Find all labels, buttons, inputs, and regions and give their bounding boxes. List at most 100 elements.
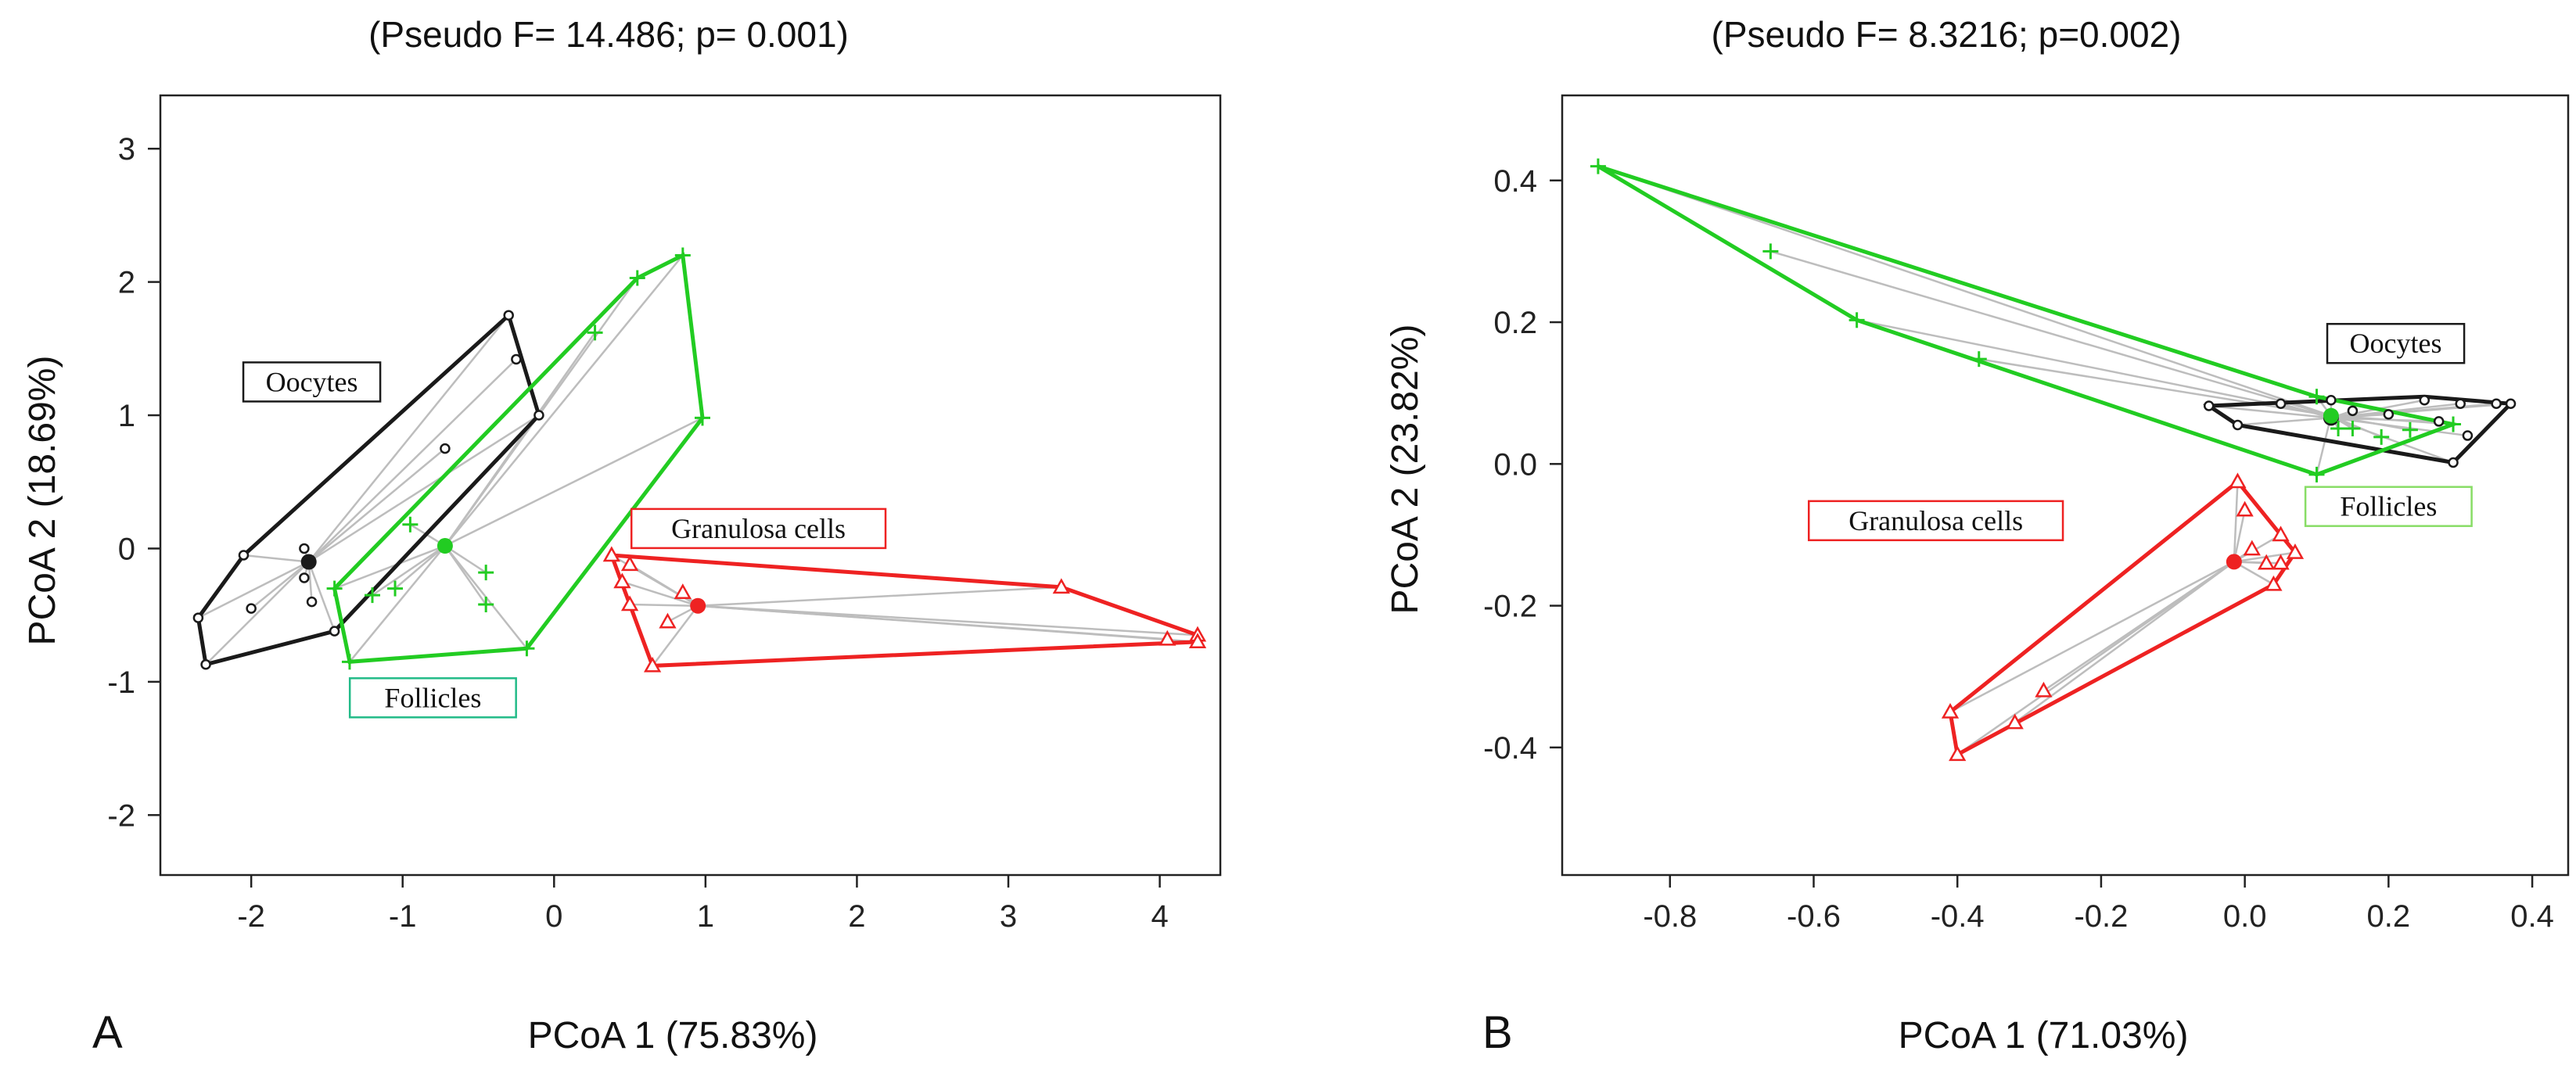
panel-b-point-granulosa-cells xyxy=(2035,681,2053,698)
panel-a-point-oocytes xyxy=(440,443,451,454)
panel-b-point-follicles xyxy=(1762,243,1779,260)
panel-a-marks: -2 -1 0 1 2 3 4 -2 -1 0 1 2 3 Oocytes Follicles Granulo… xyxy=(107,132,1207,934)
panel-a-point-follicles xyxy=(519,640,535,657)
panel-b-spider-line xyxy=(2330,414,2411,432)
panel-b-point-granulosa-cells xyxy=(2243,540,2261,556)
panel-b-point-granulosa-cells xyxy=(1941,702,1960,719)
panel-b-spider-line xyxy=(2330,417,2468,437)
panel-b-label: B xyxy=(1482,1007,1513,1058)
panel-a-spider-line xyxy=(348,545,446,663)
panel-b-spider-line xyxy=(2330,414,2454,425)
panel-a-spider-line xyxy=(334,544,446,590)
panel-a-title: (Pseudo F= 14.486; p= 0.001) xyxy=(368,14,849,55)
panel-a-spider-line xyxy=(307,314,510,563)
panel-b-point-granulosa-cells xyxy=(2272,525,2290,542)
panel-b-point-follicles xyxy=(2308,389,2325,405)
panel-b-point-follicles xyxy=(1590,158,1606,174)
panel-b-point-oocytes xyxy=(2505,398,2517,410)
panel-a-point-granulosa-cells xyxy=(674,583,692,599)
panel-a-point-oocytes xyxy=(246,603,257,614)
panel-a-point-follicles xyxy=(387,580,404,597)
panel-b-point-follicles xyxy=(2308,466,2325,482)
panel-b-centroid-granulosa-cells xyxy=(2226,554,2242,570)
panel-a-x-tick-label: 3 xyxy=(1000,899,1017,934)
panel-a-point-granulosa-cells xyxy=(659,612,677,629)
panel-a-point-granulosa-cells xyxy=(613,572,631,589)
panel-b-spider-line xyxy=(1978,357,2332,417)
panel-b-point-oocytes xyxy=(2326,394,2337,406)
panel-a-spider-line xyxy=(629,563,699,607)
panel-a-spider-line xyxy=(622,580,699,607)
panel-b-point-oocytes xyxy=(2203,400,2215,411)
panel-b-hull-oocytes xyxy=(2202,394,2516,465)
panel-a-spider-line xyxy=(698,586,1062,607)
panel-b-y-axis-label: PCoA 2 (23.82%) xyxy=(1385,325,1426,615)
panel-b-spider-line xyxy=(1856,319,2332,417)
panel-a-point-follicles xyxy=(674,247,691,264)
panel-a-x-tick-label: 0 xyxy=(545,899,562,934)
panel-b-point-granulosa-cells xyxy=(2006,713,2024,730)
panel-b-point-granulosa-cells xyxy=(2265,575,2283,591)
panel-a-spider-line xyxy=(444,254,684,547)
panel-a-point-granulosa-cells xyxy=(1052,578,1070,594)
panel-a-point-follicles xyxy=(478,565,494,581)
panel-a-spider-line xyxy=(308,414,540,563)
panel-a-point-granulosa-cells xyxy=(602,546,620,562)
panel-b-x-tick-label: -0.8 xyxy=(1643,899,1697,934)
panel-a-x-axis-label: PCoA 1 (75.83%) xyxy=(528,1015,818,1056)
panel-a-point-granulosa-cells xyxy=(1188,633,1207,649)
panel-b-point-oocytes xyxy=(2455,398,2466,410)
panel-b-point-granulosa-cells xyxy=(2286,543,2305,559)
panel-b-point-follicles xyxy=(2330,420,2347,436)
panel-a-legend-box xyxy=(242,361,382,403)
panel-a-point-granulosa-cells xyxy=(1159,629,1177,646)
panel-a-point-granulosa-cells xyxy=(643,656,662,672)
panel-a-point-granulosa-cells xyxy=(620,595,639,612)
panel-b-point-follicles xyxy=(2402,421,2418,438)
panel-a-legend-label: Granulosa cells xyxy=(671,513,846,544)
panel-b-point-oocytes xyxy=(2491,398,2502,410)
panel-b-point-follicles xyxy=(1848,312,1865,328)
panel-a-spider-line xyxy=(197,561,310,619)
panel-a-spider-line xyxy=(698,604,1198,637)
panel-b-spider-line xyxy=(1597,165,2332,417)
panel-a-spider-line xyxy=(307,358,517,563)
panel-b-point-granulosa-cells xyxy=(1949,745,1967,762)
panel-a-point-oocytes xyxy=(238,550,250,561)
panel-a-x-tick-label: -2 xyxy=(237,899,265,934)
panel-a-spider-line xyxy=(444,544,487,574)
panel-a-point-follicles xyxy=(478,597,494,613)
panel-b-centroid-follicles xyxy=(2323,407,2339,424)
panel-a-y-tick-label: 0 xyxy=(118,532,135,566)
panel-b-x-tick-label: -0.6 xyxy=(1787,899,1841,934)
panel-a-spider-line xyxy=(250,561,310,610)
panel-b-legend-label: Granulosa cells xyxy=(1848,505,2023,536)
panel-b-point-oocytes xyxy=(2232,419,2244,431)
panel-a-spider-line xyxy=(372,545,446,597)
panel-a-centroid-follicles xyxy=(437,538,453,554)
panel-b-point-granulosa-cells xyxy=(2258,554,2276,570)
panel-a-point-oocytes xyxy=(329,626,340,637)
panel-b-spider-line xyxy=(2014,561,2235,724)
panel-a-spider-line xyxy=(205,561,310,665)
panel-b-legend-oocytes: Oocytes xyxy=(2326,322,2466,364)
panel-a-point-follicles xyxy=(341,654,357,670)
panel-b-point-oocytes xyxy=(2347,405,2359,417)
panel-b-spider-line xyxy=(2042,561,2235,692)
panel-b-title: (Pseudo F= 8.3216; p=0.002) xyxy=(1712,14,2182,55)
panel-a-legend-label: Oocytes xyxy=(266,366,358,397)
panel-a-point-follicles xyxy=(402,516,419,533)
panel-a-spider-line xyxy=(307,561,336,632)
panel-a-centroid-granulosa-cells xyxy=(690,597,706,614)
panel-b-x-tick-label: 0.2 xyxy=(2367,899,2411,934)
panel-a-point-follicles xyxy=(587,325,603,341)
panel-b-legend-box xyxy=(2326,322,2466,364)
panel-a-point-oocytes xyxy=(306,596,318,608)
panel-a-legend-box xyxy=(630,508,887,550)
panel-b-point-oocytes xyxy=(2275,398,2287,410)
panel-a-y-tick-label: -2 xyxy=(107,798,135,833)
panel-b-spider-line xyxy=(2233,509,2246,562)
panel-a-point-oocytes xyxy=(192,612,204,623)
panel-a-legend-label: Follicles xyxy=(384,682,481,713)
